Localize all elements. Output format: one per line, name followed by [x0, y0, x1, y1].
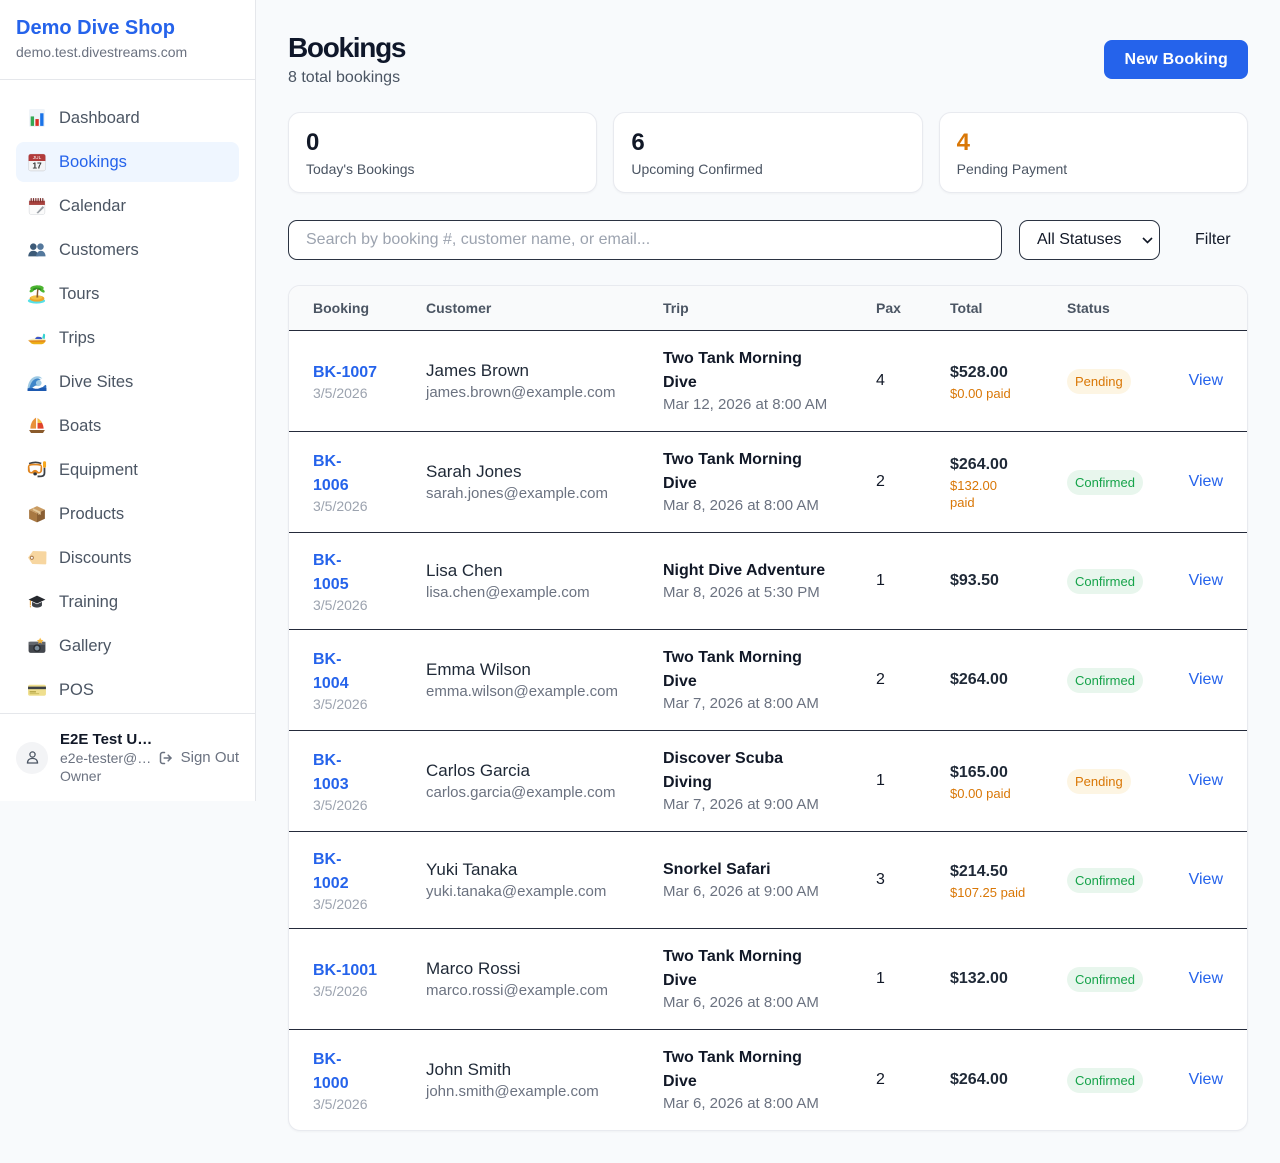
svg-text:JUL: JUL	[33, 155, 42, 161]
svg-text:17: 17	[32, 160, 42, 170]
